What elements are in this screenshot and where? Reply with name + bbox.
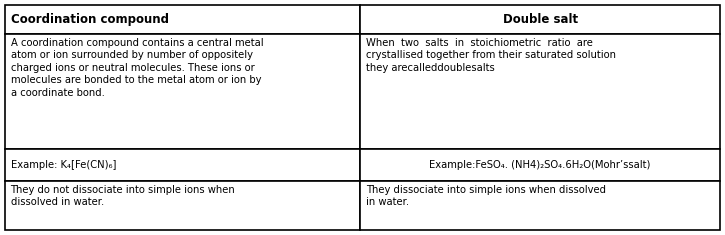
Bar bbox=[360, 181, 720, 230]
Text: They do not dissociate into simple ions when
dissolved in water.: They do not dissociate into simple ions … bbox=[10, 185, 235, 207]
Text: Example: K₄[Fe(CN)₆]: Example: K₄[Fe(CN)₆] bbox=[10, 160, 116, 170]
Bar bbox=[360, 34, 720, 149]
Bar bbox=[360, 5, 720, 34]
Text: They dissociate into simple ions when dissolved
in water.: They dissociate into simple ions when di… bbox=[366, 185, 606, 207]
Bar bbox=[5, 181, 360, 230]
Text: When  two  salts  in  stoichiometric  ratio  are
crystallised together from thei: When two salts in stoichiometric ratio a… bbox=[366, 38, 616, 73]
Text: Example:FeSO₄. (NH4)₂SO₄.6H₂O(Mohr’ssalt): Example:FeSO₄. (NH4)₂SO₄.6H₂O(Mohr’ssalt… bbox=[429, 160, 651, 170]
Bar bbox=[360, 149, 720, 181]
Text: Coordination compound: Coordination compound bbox=[10, 13, 168, 26]
Text: Double salt: Double salt bbox=[502, 13, 578, 26]
Text: A coordination compound contains a central metal
atom or ion surrounded by numbe: A coordination compound contains a centr… bbox=[10, 38, 263, 98]
Bar bbox=[5, 34, 360, 149]
Bar bbox=[5, 5, 360, 34]
Bar bbox=[5, 149, 360, 181]
